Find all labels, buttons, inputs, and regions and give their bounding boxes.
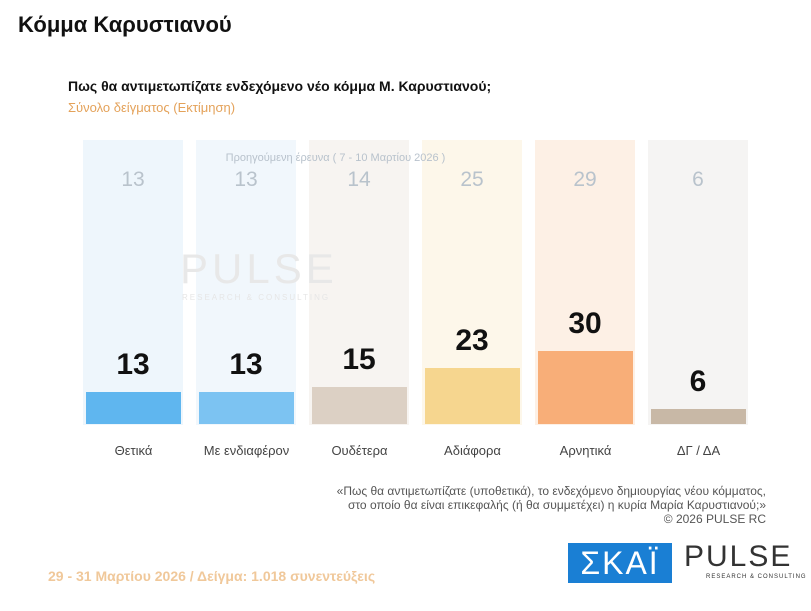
previous-value-label: 13 <box>121 168 145 191</box>
value-label: 6 <box>689 365 707 399</box>
survey-footer: 29 - 31 Μαρτίου 2026 / Δείγμα: 1.018 συν… <box>48 568 376 584</box>
column-background <box>648 140 748 425</box>
category-label: Θετικά <box>114 443 153 458</box>
previous-value-label: 13 <box>234 168 258 191</box>
bar <box>425 367 520 424</box>
column-background <box>309 140 409 425</box>
skai-logo: ΣΚΑΪ <box>568 543 672 583</box>
category-label: ΔΓ / ΔΑ <box>676 443 721 458</box>
pulse-logo-sub: RESEARCH & CONSULTING <box>706 574 807 580</box>
value-label: 23 <box>455 323 489 357</box>
category-label: Αρνητικά <box>559 443 612 458</box>
pulse-watermark: PULSE <box>180 245 338 292</box>
note-line: στο οποίο θα είναι επικεφαλής (ή θα συμμ… <box>347 498 766 512</box>
chart-subtitle: Σύνολο δείγματος (Εκτίμηση) <box>68 100 236 115</box>
copyright: © 2026 PULSE RC <box>663 512 766 526</box>
value-label: 15 <box>342 343 376 377</box>
note-line: «Πως θα αντιμετωπίζατε (υποθετικά), το ε… <box>336 484 766 498</box>
previous-value-label: 14 <box>347 168 371 191</box>
previous-value-label: 25 <box>460 168 484 191</box>
column-background <box>83 140 183 425</box>
previous-survey-label: Προηγούμενη έρευνα ( 7 - 10 Μαρτίου 2026… <box>225 152 446 164</box>
bar <box>86 392 181 424</box>
bar <box>199 392 294 424</box>
bar <box>538 350 633 424</box>
value-label: 13 <box>229 348 263 382</box>
category-label: Αδιάφορα <box>444 443 501 458</box>
category-label: Ουδέτερα <box>331 443 388 458</box>
bar <box>651 409 746 424</box>
page-title: Κόμμα Καρυστιανού <box>18 12 232 37</box>
pulse-logo: PULSE <box>684 540 793 573</box>
previous-value-label: 6 <box>692 168 704 191</box>
value-label: 13 <box>116 348 150 382</box>
previous-value-label: 29 <box>573 168 597 191</box>
column-background <box>196 140 296 425</box>
chart-title: Πως θα αντιμετωπίζατε ενδεχόμενο νέο κόμ… <box>68 78 492 94</box>
category-label: Με ενδιαφέρον <box>203 443 290 458</box>
bar <box>312 387 407 424</box>
pulse-watermark-sub: RESEARCH & CONSULTING <box>182 293 331 302</box>
question-note: «Πως θα αντιμετωπίζατε (υποθετικά), το ε… <box>337 484 766 526</box>
value-label: 30 <box>568 306 602 340</box>
